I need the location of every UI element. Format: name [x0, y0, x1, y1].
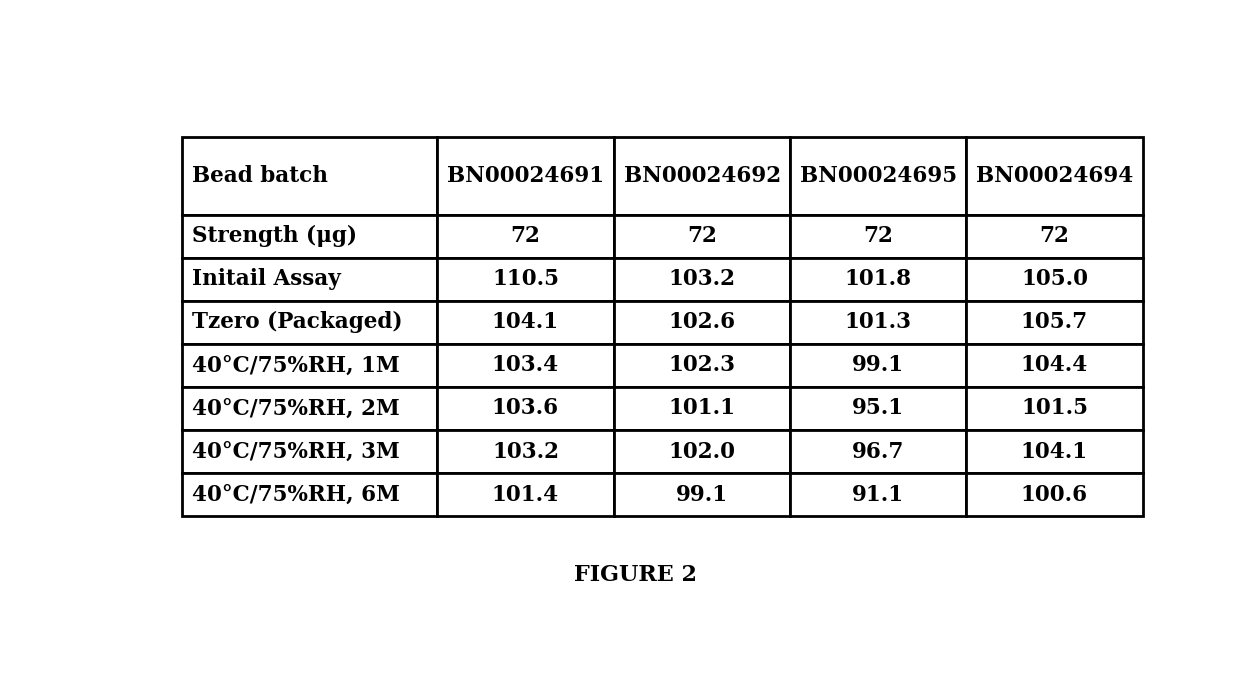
Bar — [182, 473, 436, 516]
Text: 104.1: 104.1 — [492, 312, 559, 333]
Text: 72: 72 — [863, 225, 893, 248]
Text: BN00024692: BN00024692 — [624, 165, 781, 187]
Text: 103.2: 103.2 — [668, 268, 735, 291]
Text: 72: 72 — [1039, 225, 1069, 248]
Text: BN00024694: BN00024694 — [976, 165, 1133, 187]
Text: 101.8: 101.8 — [844, 268, 911, 291]
Text: 110.5: 110.5 — [492, 268, 559, 291]
Bar — [790, 473, 966, 516]
Bar — [436, 473, 614, 516]
Bar — [790, 215, 966, 258]
Bar — [790, 430, 966, 473]
Bar — [790, 344, 966, 387]
Text: FIGURE 2: FIGURE 2 — [574, 565, 697, 587]
Text: 101.4: 101.4 — [492, 484, 559, 505]
Text: 40°C/75%RH, 3M: 40°C/75%RH, 3M — [191, 441, 399, 462]
Text: 96.7: 96.7 — [852, 441, 904, 462]
Text: 91.1: 91.1 — [852, 484, 904, 505]
Bar — [182, 258, 436, 301]
Bar — [966, 258, 1143, 301]
Bar — [182, 215, 436, 258]
Bar — [182, 387, 436, 430]
Bar — [436, 430, 614, 473]
Bar — [790, 387, 966, 430]
Bar — [790, 258, 966, 301]
Text: 104.1: 104.1 — [1021, 441, 1087, 462]
Bar — [790, 137, 966, 215]
Bar — [182, 137, 436, 215]
Bar — [614, 137, 790, 215]
Text: 40°C/75%RH, 1M: 40°C/75%RH, 1M — [191, 355, 399, 376]
Text: 103.4: 103.4 — [492, 355, 559, 376]
Text: BN00024695: BN00024695 — [800, 165, 957, 187]
Bar — [966, 473, 1143, 516]
Text: Bead batch: Bead batch — [191, 165, 327, 187]
Text: 105.0: 105.0 — [1021, 268, 1087, 291]
Bar — [614, 387, 790, 430]
Text: Strength (μg): Strength (μg) — [191, 225, 357, 248]
Text: 103.2: 103.2 — [492, 441, 559, 462]
Bar — [966, 387, 1143, 430]
Text: 95.1: 95.1 — [852, 398, 904, 419]
Text: 72: 72 — [687, 225, 717, 248]
Text: Initail Assay: Initail Assay — [191, 268, 340, 291]
Text: 101.3: 101.3 — [844, 312, 911, 333]
Bar — [614, 301, 790, 344]
Text: 103.6: 103.6 — [492, 398, 559, 419]
Text: 101.1: 101.1 — [668, 398, 735, 419]
Bar — [966, 215, 1143, 258]
Bar — [436, 344, 614, 387]
Bar — [614, 215, 790, 258]
Bar — [614, 344, 790, 387]
Text: 72: 72 — [511, 225, 541, 248]
Text: 40°C/75%RH, 6M: 40°C/75%RH, 6M — [191, 484, 399, 505]
Text: 105.7: 105.7 — [1021, 312, 1087, 333]
Bar — [436, 258, 614, 301]
Bar — [182, 344, 436, 387]
Text: 102.0: 102.0 — [668, 441, 735, 462]
Bar — [966, 430, 1143, 473]
Bar — [182, 301, 436, 344]
Text: 99.1: 99.1 — [852, 355, 904, 376]
Bar — [182, 430, 436, 473]
Bar — [966, 137, 1143, 215]
Text: 102.6: 102.6 — [668, 312, 735, 333]
Bar — [614, 258, 790, 301]
Bar — [790, 301, 966, 344]
Text: 99.1: 99.1 — [676, 484, 728, 505]
Bar — [966, 301, 1143, 344]
Bar — [614, 430, 790, 473]
Text: 102.3: 102.3 — [668, 355, 735, 376]
Text: 100.6: 100.6 — [1021, 484, 1087, 505]
Text: BN00024691: BN00024691 — [446, 165, 604, 187]
Text: 101.5: 101.5 — [1021, 398, 1087, 419]
Bar — [614, 473, 790, 516]
Bar — [966, 344, 1143, 387]
Bar — [436, 137, 614, 215]
Bar — [436, 301, 614, 344]
Bar — [436, 215, 614, 258]
Text: 104.4: 104.4 — [1021, 355, 1089, 376]
Text: Tzero (Packaged): Tzero (Packaged) — [191, 311, 402, 333]
Text: 40°C/75%RH, 2M: 40°C/75%RH, 2M — [191, 398, 399, 419]
Bar — [436, 387, 614, 430]
